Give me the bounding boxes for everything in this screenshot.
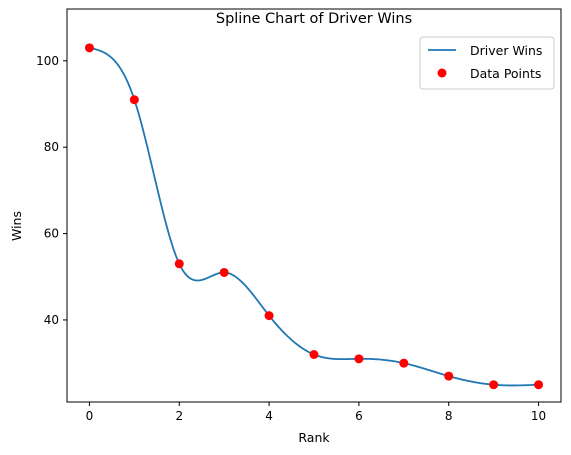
plot-area (84, 43, 544, 390)
data-point (399, 358, 409, 368)
data-point (264, 311, 274, 321)
x-tick-label: 6 (355, 409, 363, 423)
y-axis-label: Wins (9, 211, 24, 241)
series-line-driver-wins (89, 46, 539, 387)
plot-frame (66, 8, 562, 403)
x-axis-label: Rank (298, 430, 330, 445)
x-axis: 0 2 4 6 8 10 (86, 402, 546, 423)
data-point (84, 43, 94, 53)
legend-label-data-points: Data Points (470, 66, 541, 81)
data-point (354, 354, 364, 364)
data-point (129, 95, 139, 105)
y-tick-label: 80 (44, 140, 59, 154)
x-tick-label: 2 (175, 409, 183, 423)
x-tick-label: 4 (265, 409, 273, 423)
data-point (444, 371, 454, 381)
data-point (174, 259, 184, 269)
y-tick-label: 100 (36, 54, 59, 68)
data-point (534, 380, 544, 390)
data-point (219, 267, 229, 277)
y-tick-label: 60 (44, 227, 59, 241)
data-point (489, 380, 499, 390)
y-axis: 40 60 80 100 (36, 54, 67, 327)
chart-title: Spline Chart of Driver Wins (216, 11, 412, 27)
legend-label-driver-wins: Driver Wins (470, 43, 542, 58)
x-tick-label: 0 (86, 409, 94, 423)
legend: Driver Wins Data Points (419, 36, 555, 90)
legend-marker-swatch (437, 68, 447, 78)
y-tick-label: 40 (44, 313, 59, 327)
data-point (309, 349, 319, 359)
x-tick-label: 10 (531, 409, 546, 423)
x-tick-label: 8 (445, 409, 453, 423)
